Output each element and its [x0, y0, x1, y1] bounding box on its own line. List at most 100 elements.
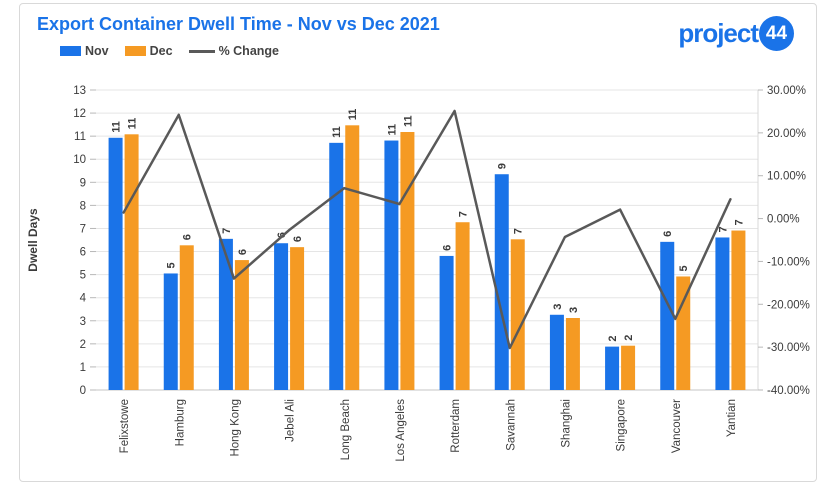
- right-axis-tick-label: -30.00%: [767, 342, 810, 354]
- chart-legend: Nov Dec % Change: [60, 44, 279, 58]
- right-axis-tick-label: 10.00%: [767, 171, 806, 183]
- bar-data-label: 2: [607, 335, 619, 341]
- bar-data-label: 6: [237, 249, 249, 255]
- legend-item-dec: Dec: [124, 44, 173, 58]
- bar-nov-long-beach: [329, 142, 344, 390]
- project44-logo: project 44: [678, 16, 794, 51]
- bar-nov-felixstowe: [108, 137, 123, 390]
- dec-swatch-icon: [124, 46, 146, 56]
- bar-data-label: 9: [497, 163, 509, 169]
- bar-data-label: 11: [331, 126, 343, 138]
- bar-data-label: 3: [568, 307, 580, 313]
- left-axis-tick-label: 1: [80, 362, 86, 374]
- left-axis-tick-label: 11: [74, 131, 86, 143]
- bar-nov-rotterdam: [439, 255, 454, 390]
- right-axis-tick-label: 20.00%: [767, 128, 806, 140]
- logo-badge-icon: 44: [759, 16, 794, 51]
- legend-item-pct-change: % Change: [188, 44, 279, 58]
- left-axis-tick-label: 3: [80, 316, 86, 328]
- bar-nov-hamburg: [163, 273, 178, 390]
- right-axis-tick-label: 30.00%: [767, 85, 806, 97]
- x-axis-label-felixstowe: Felixstowe: [119, 399, 131, 453]
- left-axis-tick-label: 13: [73, 85, 86, 97]
- pct-change-line-icon: [188, 49, 215, 53]
- left-axis-tick-label: 5: [80, 270, 86, 282]
- left-axis-tick-label: 6: [80, 247, 86, 259]
- bar-data-label: 11: [386, 124, 398, 136]
- x-axis-label-vancouver: Vancouver: [671, 399, 683, 453]
- bar-dec-shanghai: [565, 318, 580, 390]
- bar-data-label: 7: [458, 211, 470, 217]
- bar-data-label: 6: [292, 236, 304, 242]
- bar-dec-rotterdam: [455, 222, 470, 390]
- legend-item-nov: Nov: [60, 44, 109, 58]
- left-axis-tick-label: 2: [80, 339, 86, 351]
- bar-data-label: 11: [402, 115, 414, 127]
- legend-label-nov: Nov: [85, 44, 109, 58]
- nov-swatch-icon: [60, 46, 81, 56]
- right-axis-tick-label: 0.00%: [767, 214, 800, 226]
- bar-dec-felixstowe: [124, 134, 139, 390]
- bar-nov-vancouver: [660, 241, 675, 390]
- bar-data-label: 5: [166, 262, 178, 268]
- x-axis-label-hong-kong: Hong Kong: [229, 399, 241, 457]
- legend-label-dec: Dec: [149, 44, 173, 58]
- left-axis-tick-label: 10: [73, 154, 86, 166]
- left-axis-tick-label: 0: [80, 385, 86, 397]
- bar-nov-yantian: [715, 237, 730, 390]
- bar-data-label: 7: [221, 228, 233, 234]
- right-axis-tick-label: -20.00%: [767, 299, 810, 311]
- bar-dec-vancouver: [676, 276, 691, 390]
- chart-card: 0 1 2 3 4 5 6 7 8 9 10 11 12 13 30.00% 20.00% 10.00% 0.00…: [19, 3, 817, 482]
- left-axis-title: Dwell Days: [26, 208, 40, 272]
- bar-data-label: 6: [182, 234, 194, 240]
- bar-data-label: 7: [513, 228, 525, 234]
- bar-data-label: 7: [717, 226, 729, 232]
- bar-dec-yantian: [731, 230, 746, 390]
- bar-dec-long-beach: [345, 125, 360, 391]
- bar-nov-jebel-ali: [274, 243, 289, 390]
- bar-data-label: 11: [127, 118, 139, 130]
- bar-data-label: 2: [623, 335, 635, 341]
- right-axis-tick-label: -10.00%: [767, 256, 810, 268]
- bar-dec-jebel-ali: [290, 247, 305, 390]
- bar-data-label: 5: [678, 265, 690, 271]
- left-axis-tick-label: 12: [73, 108, 86, 120]
- bar-nov-shanghai: [549, 314, 564, 390]
- bar-dec-hong-kong: [234, 260, 249, 390]
- x-axis-label-rotterdam: Rotterdam: [450, 399, 462, 453]
- left-axis-tick-label: 7: [80, 223, 86, 235]
- logo-text: project: [678, 18, 759, 48]
- bar-dec-hamburg: [179, 245, 194, 390]
- bar-nov-savannah: [494, 174, 509, 390]
- x-axis-label-shanghai: Shanghai: [560, 399, 572, 448]
- x-axis-label-los-angeles: Los Angeles: [395, 399, 407, 462]
- x-axis-label-long-beach: Long Beach: [340, 399, 352, 460]
- left-axis-tick-label: 4: [80, 293, 87, 305]
- chart-title: Export Container Dwell Time - Nov vs Dec…: [37, 14, 440, 34]
- x-axis-label-hamburg: Hamburg: [174, 399, 186, 446]
- bar-dec-los-angeles: [400, 132, 415, 390]
- bar-dec-savannah: [510, 239, 525, 390]
- x-axis-label-yantian: Yantian: [726, 399, 738, 437]
- bar-data-label: 6: [442, 245, 454, 251]
- left-axis-tick-label: 8: [80, 200, 86, 212]
- bar-nov-hong-kong: [218, 238, 233, 390]
- bar-dec-singapore: [621, 345, 636, 390]
- bar-data-label: 6: [662, 231, 674, 237]
- bar-nov-singapore: [605, 346, 620, 390]
- bar-data-label: 11: [347, 109, 359, 121]
- x-axis-label-jebel-ali: Jebel Ali: [285, 399, 297, 442]
- bar-data-label: 7: [733, 219, 745, 225]
- bar-nov-los-angeles: [384, 140, 399, 390]
- bar-data-label: 3: [552, 304, 564, 310]
- left-axis-tick-label: 9: [80, 177, 86, 189]
- legend-label-pct-change: % Change: [218, 44, 279, 58]
- right-axis-tick-label: -40.00%: [767, 385, 810, 397]
- x-axis-label-singapore: Singapore: [616, 399, 628, 451]
- x-axis-label-savannah: Savannah: [505, 399, 517, 451]
- pct-change-line: [122, 109, 732, 350]
- bar-data-label: 11: [111, 121, 123, 133]
